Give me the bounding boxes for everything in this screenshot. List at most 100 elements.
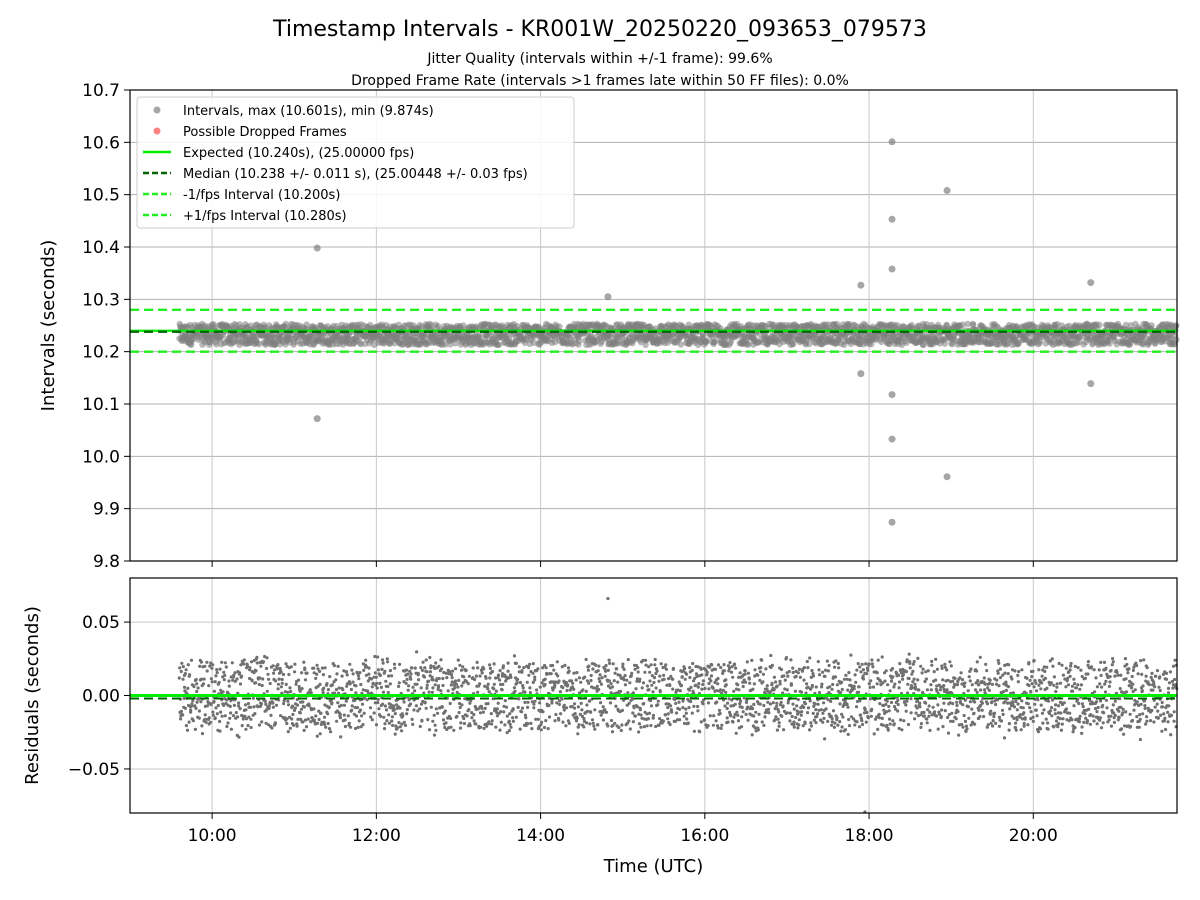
residual-point	[865, 710, 869, 715]
residual-point	[802, 678, 806, 682]
residual-point	[428, 655, 432, 660]
residual-point	[340, 674, 344, 678]
residual-point	[326, 688, 330, 692]
residual-point	[367, 672, 371, 676]
residual-point	[214, 706, 218, 710]
residual-point	[808, 728, 812, 732]
residual-point	[797, 667, 802, 672]
residual-point	[835, 683, 840, 687]
residual-point	[904, 670, 909, 674]
residual-point	[648, 679, 652, 683]
residual-point	[181, 665, 185, 669]
residual-point	[526, 722, 530, 726]
residual-point	[243, 703, 248, 707]
residual-point	[902, 719, 906, 723]
residual-point	[234, 711, 238, 715]
residual-point	[312, 666, 316, 670]
residual-point	[587, 664, 591, 668]
residual-point	[501, 664, 505, 668]
residual-point	[871, 665, 875, 669]
residual-point	[457, 678, 461, 683]
residual-point	[907, 676, 911, 681]
residual-point	[515, 681, 519, 685]
residual-point	[223, 714, 227, 718]
residual-point	[253, 712, 257, 716]
interval-point	[535, 323, 542, 330]
residual-point	[195, 689, 199, 694]
residual-point	[499, 710, 503, 714]
residual-point	[242, 662, 246, 666]
residual-point	[785, 688, 790, 692]
residual-point	[185, 728, 190, 732]
residual-point	[204, 720, 208, 724]
residual-point	[332, 664, 336, 668]
residual-point	[499, 720, 503, 724]
residual-point	[718, 688, 723, 692]
residual-point	[918, 705, 922, 709]
residual-point	[683, 677, 687, 681]
residual-point	[417, 678, 421, 682]
residual-point	[752, 702, 756, 707]
residual-point	[603, 674, 607, 678]
residual-point	[213, 680, 217, 684]
residual-point	[931, 705, 935, 709]
residual-point	[461, 665, 465, 669]
residual-point	[339, 703, 343, 707]
residual-point	[589, 673, 593, 678]
residual-point	[337, 686, 341, 690]
residual-point	[494, 725, 498, 729]
residual-point	[219, 710, 223, 714]
residual-point	[520, 710, 524, 714]
residual-point	[195, 682, 199, 686]
residual-point	[821, 711, 825, 715]
residual-point	[860, 662, 864, 666]
residual-point	[606, 724, 610, 728]
residual-point	[265, 689, 269, 693]
residual-point	[482, 667, 486, 671]
residual-point	[346, 714, 350, 718]
residual-point	[649, 723, 653, 728]
residual-point	[530, 727, 534, 731]
residual-point	[327, 727, 332, 731]
residual-point	[845, 702, 849, 706]
residual-point	[607, 679, 612, 683]
interval-point	[1148, 322, 1155, 329]
residual-point	[661, 719, 666, 723]
residual-point	[487, 690, 491, 694]
residual-point	[885, 723, 889, 727]
residual-point	[784, 656, 789, 660]
residual-point	[465, 714, 469, 718]
residual-point	[422, 675, 427, 679]
residual-point	[668, 683, 672, 688]
interval-outlier-point	[857, 281, 865, 289]
residual-point	[326, 721, 330, 726]
residual-point	[184, 724, 188, 728]
residual-point	[855, 720, 859, 724]
residual-point	[460, 684, 464, 688]
interval-outlier-point	[943, 473, 951, 481]
residual-point	[656, 703, 660, 707]
residual-point	[700, 673, 704, 677]
interval-points	[176, 320, 1180, 348]
residual-point	[599, 682, 604, 686]
residual-point	[392, 708, 396, 712]
residual-point	[906, 682, 910, 686]
residual-point	[316, 721, 320, 725]
residual-point	[433, 723, 437, 727]
residual-point	[889, 700, 894, 705]
residual-point	[248, 666, 252, 670]
residual-point	[664, 667, 669, 671]
residual-point	[858, 665, 862, 669]
residual-point	[434, 707, 438, 711]
residual-point	[295, 703, 300, 707]
residual-point	[218, 667, 222, 671]
residual-point	[767, 707, 771, 711]
residual-point	[411, 685, 415, 689]
residual-point	[334, 688, 338, 692]
residual-point	[254, 681, 258, 685]
residual-point	[593, 727, 597, 731]
residual-point	[359, 682, 363, 687]
residual-point	[809, 721, 813, 725]
residual-point	[205, 660, 209, 664]
residual-point	[887, 709, 891, 713]
